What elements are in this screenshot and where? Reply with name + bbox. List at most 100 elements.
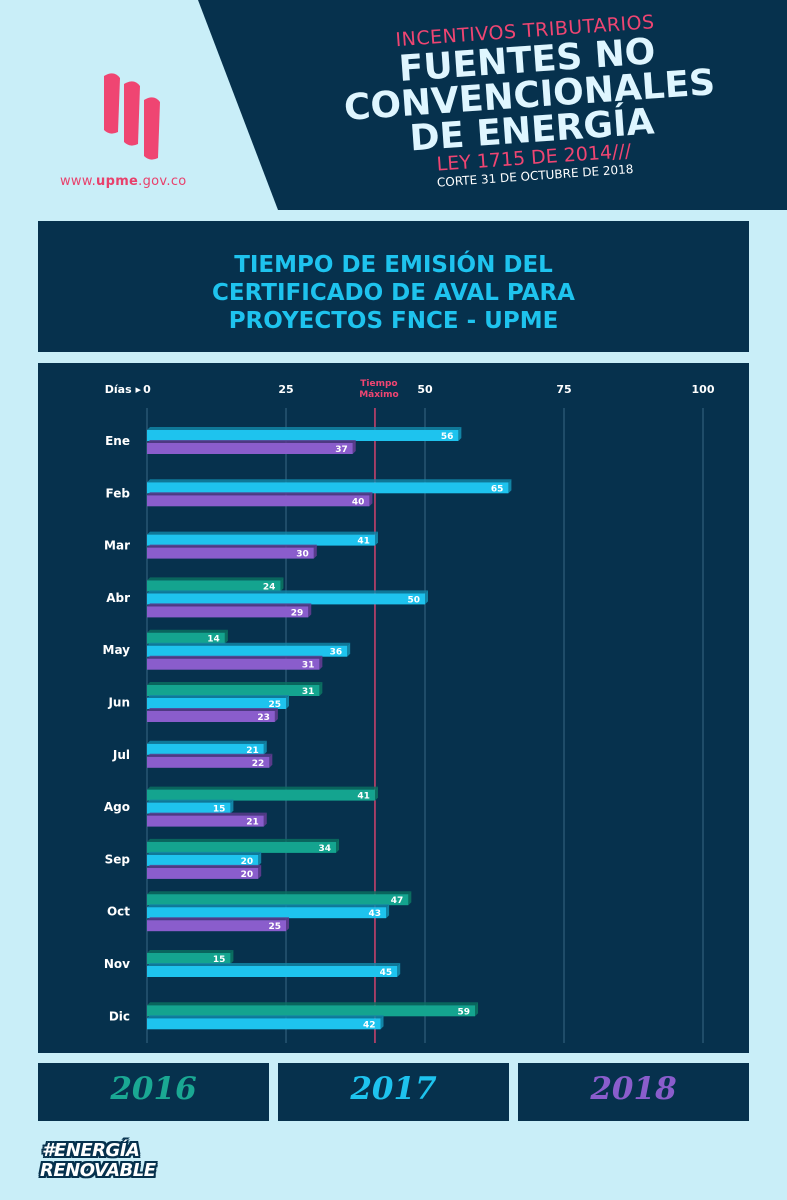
chart-title-line1: TIEMPO DE EMISIÓN DEL [234,252,553,278]
data-label-dic-2016: 59 [458,1007,471,1017]
bar-feb-2017 [147,482,509,494]
bar-jul-2018 [147,756,270,768]
footer-tag-line2: RENOVABLE [40,1160,156,1181]
data-label-mar-2018: 30 [296,550,309,560]
bar-top-jun-2016 [147,682,323,685]
bar-top-ago-2016 [147,786,378,790]
bar-sep-2018 [147,867,259,879]
bar-top-mar-2017 [147,531,378,535]
bar-oct-2018 [147,920,286,932]
bar-nov-2016 [147,953,231,964]
category-label-dic: Dic [109,1009,130,1023]
category-label-nov: Nov [104,957,130,971]
bar-side-oct-2017 [386,904,390,919]
bar-sep-2016 [147,841,337,853]
data-label-oct-2017: 43 [369,909,382,919]
bar-oct-2016 [147,894,409,906]
category-label-jul: Jul [112,748,130,762]
bar-side-dic-2017 [380,1015,384,1030]
bar-top-ene-2017 [147,427,462,430]
bar-abr-2017 [147,593,425,605]
bar-oct-2017 [147,907,387,919]
bar-jun-2016 [147,685,320,696]
bar-top-may-2016 [147,629,228,633]
data-label-abr-2017: 50 [407,595,420,605]
bar-side-ene-2018 [352,440,356,454]
bar-top-ago-2017 [147,799,234,803]
data-label-jun-2018: 23 [257,713,270,723]
header-text: INCENTIVOS TRIBUTARIOS FUENTES NO CONVEN… [295,4,765,199]
data-label-jun-2016: 31 [302,687,315,697]
bar-ago-2016 [147,789,375,801]
bar-side-mar-2018 [313,544,317,559]
bar-side-abr-2017 [425,590,428,605]
bar-may-2018 [147,658,320,670]
bar-mar-2018 [147,547,314,559]
chart-title: TIEMPO DE EMISIÓN DEL CERTIFICADO DE AVA… [38,251,749,335]
bar-side-abr-2016 [280,577,284,592]
bar-side-feb-2017 [508,479,512,494]
site-url[interactable]: www.upme.gov.co [60,174,187,189]
bar-top-sep-2018 [147,864,262,868]
bar-side-may-2017 [347,642,351,657]
bar-top-ene-2018 [147,440,356,443]
data-label-may-2017: 36 [330,648,343,658]
bar-top-abr-2017 [147,590,428,594]
data-label-mar-2017: 41 [357,537,370,547]
bar-top-abr-2016 [147,577,284,581]
data-label-ago-2017: 15 [213,805,226,815]
bar-side-jul-2017 [263,740,267,755]
bar-dic-2017 [147,1018,381,1030]
bar-top-oct-2016 [147,891,412,895]
bar-abr-2018 [147,606,309,618]
data-label-ene-2017: 56 [441,432,454,442]
data-label-nov-2016: 15 [213,955,226,965]
data-label-abr-2016: 24 [263,582,276,592]
bar-side-jun-2018 [274,708,278,722]
bar-mar-2017 [147,534,375,546]
bar-side-sep-2016 [336,838,340,853]
bar-top-sep-2017 [147,851,262,855]
bar-jun-2017 [147,698,286,709]
category-label-ago: Ago [104,800,130,814]
energia-renovable-tag: #ENERGÍA RENOVABLE [40,1138,170,1190]
legend-2018: 2018 [518,1063,749,1121]
category-label-feb: Feb [106,486,131,500]
bar-top-jul-2017 [147,740,267,744]
data-label-feb-2018: 40 [352,497,365,507]
bar-top-dic-2016 [147,1002,479,1006]
category-label-sep: Sep [105,852,131,866]
data-label-ago-2016: 41 [357,792,370,802]
bar-dic-2016 [147,1005,476,1017]
bar-feb-2018 [147,495,370,507]
category-label-jun: Jun [107,696,130,710]
bar-top-feb-2017 [147,479,512,483]
data-label-jul-2018: 22 [252,759,265,769]
data-label-ene-2018: 37 [335,445,348,455]
chart-title-line3: PROYECTOS FNCE - UPME [228,308,559,334]
bar-ene-2018 [147,443,353,454]
bar-top-oct-2018 [147,917,289,921]
header-banner [198,0,787,210]
data-label-sep-2017: 20 [241,857,254,867]
data-label-abr-2018: 29 [291,608,304,618]
bar-top-abr-2018 [147,603,312,607]
bar-side-sep-2018 [258,864,262,879]
bar-side-ago-2016 [374,786,378,801]
bar-side-sep-2017 [258,851,262,866]
legend-2016: 2016 [38,1063,269,1121]
bar-top-oct-2017 [147,904,390,908]
data-label-feb-2017: 65 [491,484,504,494]
legend-label-2016: 2016 [110,1071,197,1107]
bar-top-jun-2017 [147,695,289,698]
tick-label-75: 75 [556,383,571,396]
bar-side-ago-2018 [263,812,267,827]
data-label-dic-2017: 42 [363,1020,376,1030]
bar-side-ene-2017 [458,427,462,441]
bar-top-mar-2018 [147,544,317,548]
reference-label-line2: Máximo [359,390,398,400]
bar-side-nov-2017 [397,963,401,977]
bar-top-feb-2018 [147,492,373,496]
bar-ago-2017 [147,802,231,814]
bar-side-ago-2017 [230,799,234,814]
